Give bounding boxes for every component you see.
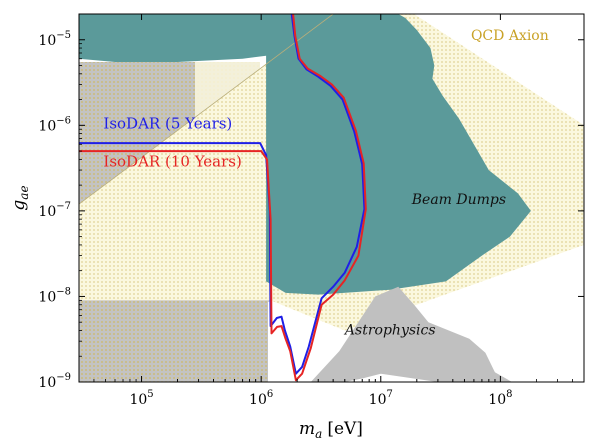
x-axis-label: ma [eV] [299, 419, 363, 441]
x-tick-label: 105 [129, 389, 153, 408]
region-label-beam-dumps: Beam Dumps [411, 192, 506, 208]
x-tick-label: 108 [488, 389, 512, 408]
region-astrophysics [310, 286, 512, 382]
series-label-isodar-10-years: IsoDAR (10 Years) [103, 153, 241, 171]
x-tick-label: 107 [369, 389, 393, 408]
y-tick-label: 10−8 [38, 286, 71, 305]
series-line-isodar-10-years [79, 14, 367, 382]
y-axis-label: gae [9, 185, 31, 210]
region-label-qcd-axion: QCD Axion [471, 28, 549, 44]
y-tick-label: 10−5 [38, 30, 71, 49]
y-tick-label: 10−7 [38, 201, 71, 220]
qcd-band-upper-edge [79, 14, 334, 205]
series-label-isodar-5-years: IsoDAR (5 Years) [103, 114, 232, 132]
y-tick-label: 10−9 [38, 372, 71, 391]
region-label-astrophysics: Astrophysics [343, 322, 436, 338]
plot-frame [78, 13, 585, 383]
y-tick-label: 10−6 [38, 115, 71, 134]
x-tick-label: 106 [249, 389, 273, 408]
region-beam-dumps [79, 14, 531, 295]
